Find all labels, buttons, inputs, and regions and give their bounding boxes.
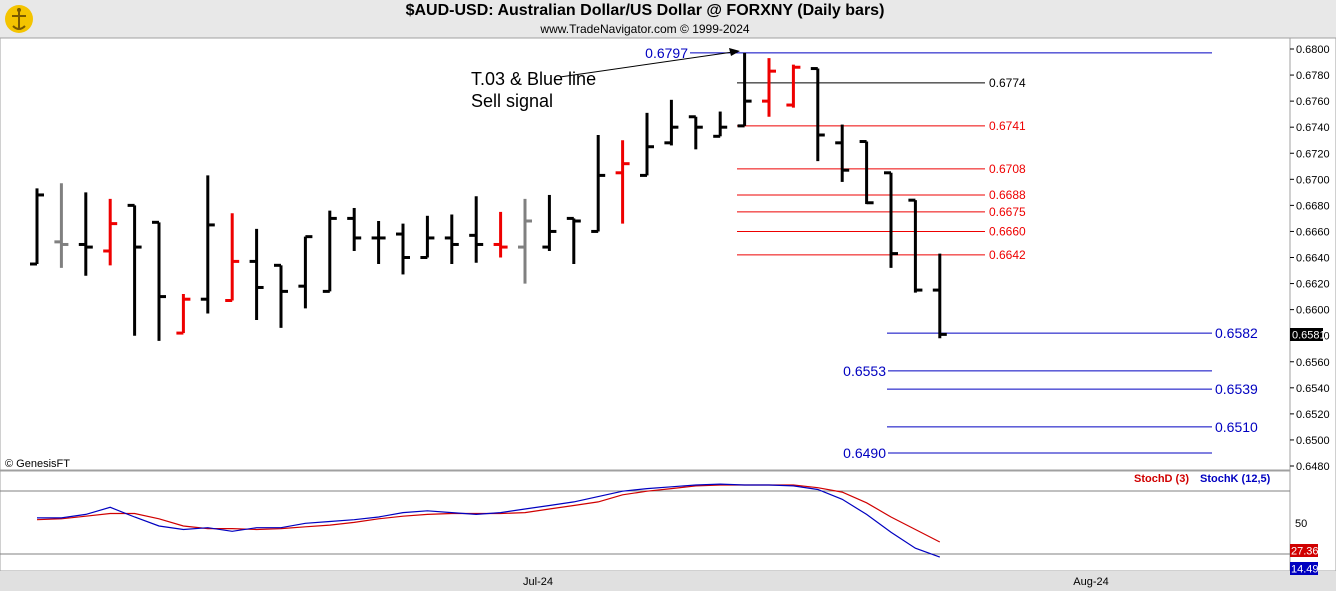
ohlc-bar: [420, 215, 435, 259]
ohlc-bar: [396, 223, 410, 275]
level-label-0.6741: 0.6741: [989, 119, 1026, 133]
ohlc-bar: [469, 196, 484, 263]
data-credit: © GenesisFT: [5, 458, 70, 470]
ohlc-bar: [762, 58, 776, 117]
price-tick-label: 0.6740: [1296, 122, 1330, 134]
price-tick-label: 0.6720: [1296, 148, 1330, 160]
ohlc-bar: [640, 112, 654, 177]
ohlc-bar: [737, 52, 752, 128]
ohlc-bar: [688, 115, 703, 150]
chart-title: $AUD-USD: Australian Dollar/US Dollar @ …: [405, 2, 885, 19]
ohlc-bar: [78, 192, 93, 276]
ohlc-bar: [225, 213, 240, 303]
last-stochk-tag: [1290, 562, 1318, 575]
level-label-0.6675: 0.6675: [989, 205, 1026, 219]
annotation-line1: T.03 & Blue line: [471, 69, 596, 89]
price-tick-label: 0.6560: [1296, 357, 1330, 369]
stochk-line: [37, 483, 941, 558]
price-axis: [1289, 37, 1336, 572]
ohlc-bar: [30, 188, 44, 266]
navigator-logo-icon: [5, 5, 33, 33]
ohlc-bar: [152, 220, 166, 341]
ohlc-bar: [713, 111, 728, 138]
time-label-jul: Jul-24: [523, 576, 553, 588]
ohlc-bar: [274, 263, 288, 328]
last-stochd-tag: [1290, 544, 1318, 557]
ohlc-bar: [54, 183, 69, 268]
ohlc-bar: [371, 221, 386, 265]
level-label-0.6490: 0.6490: [843, 445, 886, 461]
ohlc-bar: [615, 140, 630, 224]
price-tick-label: 0.6500: [1296, 435, 1330, 447]
ohlc-bar: [249, 228, 264, 321]
ohlc-bar: [322, 210, 337, 293]
ohlc-bar: [518, 198, 532, 284]
stochd-legend: StochD (3): [1134, 473, 1189, 485]
ohlc-bar: [566, 216, 581, 265]
ohlc-bar: [932, 253, 947, 339]
ohlc-bar: [542, 194, 557, 251]
ohlc-bar: [786, 64, 801, 108]
price-tick-label: 0.6640: [1296, 253, 1330, 265]
ohlc-bar: [884, 171, 898, 268]
last-stochd-label: 27.36: [1291, 546, 1319, 558]
annotation-line2: Sell signal: [471, 91, 553, 111]
price-tick-label: 0.6540: [1296, 383, 1330, 395]
level-label-0.6708: 0.6708: [989, 162, 1026, 176]
price-tick-label: 0.6600: [1296, 305, 1330, 317]
ohlc-bar: [908, 198, 923, 293]
last-price-label: 0.6581: [1292, 330, 1326, 342]
level-label-0.6582: 0.6582: [1215, 325, 1258, 341]
ohlc-bar: [176, 293, 191, 335]
price-panel: [0, 37, 1291, 471]
price-tick-label: 0.6660: [1296, 226, 1330, 238]
ohlc-bar: [298, 235, 313, 309]
ohlc-bar: [444, 214, 459, 265]
level-label-0.6688: 0.6688: [989, 188, 1026, 202]
ohlc-bar: [591, 135, 606, 233]
price-tick-label: 0.6520: [1296, 409, 1330, 421]
last-price-tag: [1290, 328, 1323, 341]
price-tick-label: 0.6620: [1296, 279, 1330, 291]
ohlc-bar: [347, 207, 362, 251]
ohlc-bar: [103, 198, 118, 266]
ohlc-bar: [493, 211, 508, 258]
time-axis: [0, 571, 1336, 591]
price-tick-label: 0.6780: [1296, 70, 1330, 82]
stoch-tick-50: 50: [1295, 518, 1307, 530]
stochastic-panel: [0, 470, 1291, 572]
level-label-0.6797: 0.6797: [645, 45, 688, 61]
price-tick-label: 0.6680: [1296, 200, 1330, 212]
level-label-0.6642: 0.6642: [989, 248, 1026, 262]
level-label-0.6539: 0.6539: [1215, 381, 1258, 397]
annotation-arrow: [559, 51, 734, 78]
price-tick-label: 0.6800: [1296, 44, 1330, 56]
ohlc-bar: [859, 140, 874, 205]
ohlc-bar: [810, 67, 825, 162]
ohlc-bar: [127, 203, 142, 336]
level-label-0.6774: 0.6774: [989, 76, 1026, 90]
price-tick-label: 0.6760: [1296, 96, 1330, 108]
price-tick-label: 0.6480: [1296, 461, 1330, 473]
price-tick-label: 0.6700: [1296, 174, 1330, 186]
ohlc-bar: [664, 99, 679, 146]
level-label-0.6553: 0.6553: [843, 363, 886, 379]
last-stochk-label: 14.49: [1291, 564, 1319, 576]
time-label-aug: Aug-24: [1073, 576, 1108, 588]
chart-subtitle: www.TradeNavigator.com © 1999-2024: [540, 22, 750, 36]
stochk-legend: StochK (12,5): [1200, 473, 1271, 485]
level-label-0.6660: 0.6660: [989, 224, 1026, 238]
ohlc-bar: [835, 124, 850, 182]
ohlc-bar: [200, 175, 215, 314]
level-label-0.6510: 0.6510: [1215, 419, 1258, 435]
annotation-arrowhead: [729, 48, 740, 56]
